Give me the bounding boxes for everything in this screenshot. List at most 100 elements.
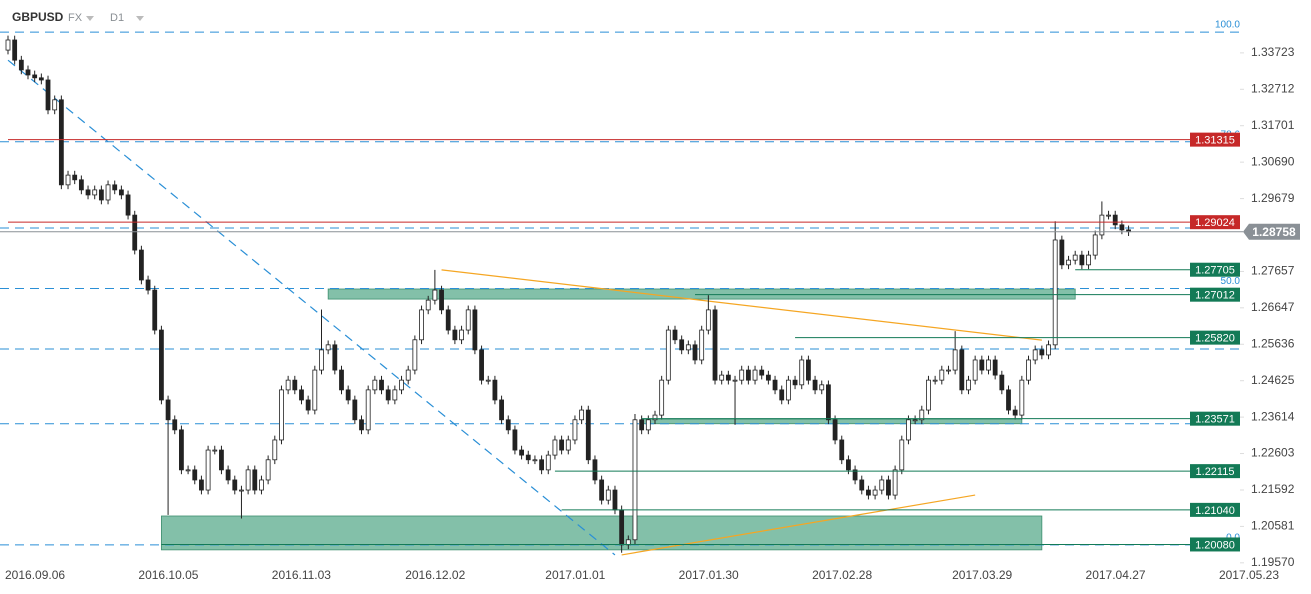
candle-body — [739, 369, 745, 381]
candle-body — [946, 369, 951, 372]
candle-body — [45, 79, 51, 111]
candle-body — [1046, 344, 1051, 356]
market[interactable]: FX — [68, 12, 83, 24]
candle-body — [639, 419, 645, 431]
candle-body — [986, 359, 991, 371]
candle-body — [512, 429, 518, 451]
zone — [641, 418, 1023, 425]
candle-body — [1079, 254, 1085, 266]
candle-body — [185, 469, 191, 472]
candle-body — [412, 339, 418, 371]
candle-body — [339, 369, 344, 391]
candle-body — [285, 379, 291, 391]
candle-body — [712, 309, 718, 381]
candle-body — [619, 509, 625, 546]
symbol[interactable]: GBPUSD — [12, 10, 64, 24]
level-box — [1190, 330, 1240, 345]
candle-body — [992, 359, 998, 376]
candle-body — [1019, 379, 1025, 416]
candle-body — [732, 379, 738, 382]
candle-body — [1119, 224, 1125, 231]
level-label: 1.29024 — [1195, 217, 1235, 229]
y-tick-label: 1.25636 — [1251, 336, 1295, 350]
candle-body — [499, 399, 504, 421]
candle-body — [859, 479, 865, 491]
candle-body — [332, 344, 338, 371]
level-box — [1190, 132, 1240, 147]
candle-body — [219, 449, 224, 471]
candle-body — [292, 379, 298, 391]
candle-body — [85, 189, 91, 196]
candle-body — [952, 349, 958, 371]
candle-body — [345, 389, 351, 401]
level-box — [1190, 537, 1240, 552]
candle-body — [92, 189, 98, 196]
zone — [327, 288, 1076, 300]
x-tick-label: 2016.11.03 — [272, 568, 331, 582]
candle-body — [699, 329, 705, 361]
x-tick-label: 2017.01.01 — [545, 568, 605, 582]
candle-body — [12, 39, 18, 61]
candle-body — [372, 379, 378, 391]
candle-body — [585, 409, 591, 461]
level-label: 1.25820 — [1195, 333, 1235, 345]
candle-body — [1072, 254, 1078, 261]
candle-body — [192, 469, 198, 481]
candle-body — [425, 299, 431, 311]
fib-label: 50.0 — [1221, 276, 1241, 287]
y-tick-label: 1.31701 — [1251, 118, 1295, 132]
trendline — [441, 269, 1042, 341]
level-box — [1190, 411, 1240, 426]
candle-body — [659, 379, 665, 416]
x-tick-label: 2017.01.30 — [679, 568, 739, 582]
x-tick-label: 2016.09.06 — [5, 568, 65, 582]
candle-body — [1052, 239, 1058, 346]
candle-body — [752, 369, 758, 381]
candle-body — [325, 344, 331, 351]
candle-body — [565, 439, 571, 451]
level-box — [1190, 215, 1240, 230]
candle-body — [165, 399, 171, 421]
candle-body — [232, 479, 238, 491]
candle-body — [826, 384, 831, 421]
candle-body — [385, 389, 391, 401]
candle-body — [159, 329, 164, 401]
candle-body — [545, 454, 551, 471]
candle-body — [999, 374, 1005, 391]
candle-body — [25, 69, 31, 76]
y-tick-label: 1.29679 — [1251, 191, 1295, 205]
x-tick-label: 2017.04.27 — [1086, 568, 1146, 582]
level-box — [1190, 502, 1240, 517]
candle-body — [65, 174, 71, 186]
dropdown-arrow[interactable] — [86, 16, 94, 21]
candle-body — [792, 379, 798, 386]
y-tick-label: 1.26647 — [1251, 300, 1295, 314]
candle-body — [605, 489, 611, 501]
candle-body — [679, 339, 685, 351]
candle-body — [799, 359, 805, 386]
candle-body — [392, 389, 398, 401]
candle-body — [152, 289, 158, 331]
x-tick-label: 2017.02.28 — [812, 568, 872, 582]
candle-body — [452, 329, 458, 341]
candle-body — [779, 389, 785, 401]
dropdown-arrow[interactable] — [136, 16, 144, 21]
candle-body — [359, 419, 364, 431]
candle-body — [118, 189, 124, 196]
level-label: 1.21040 — [1195, 505, 1235, 517]
candle-body — [579, 409, 585, 421]
candle-body — [839, 439, 845, 461]
candle-body — [719, 374, 725, 381]
candle-body — [1086, 254, 1091, 266]
candle-body — [632, 419, 638, 541]
candle-body — [399, 379, 404, 391]
candle-body — [939, 369, 945, 381]
candle-body — [445, 309, 451, 331]
candle-body — [365, 389, 371, 431]
candle-body — [692, 344, 698, 361]
timeframe[interactable]: D1 — [110, 12, 124, 24]
candle-body — [212, 449, 218, 452]
candle-body — [572, 419, 578, 441]
candle-body — [279, 389, 284, 441]
candle-body — [319, 349, 324, 371]
